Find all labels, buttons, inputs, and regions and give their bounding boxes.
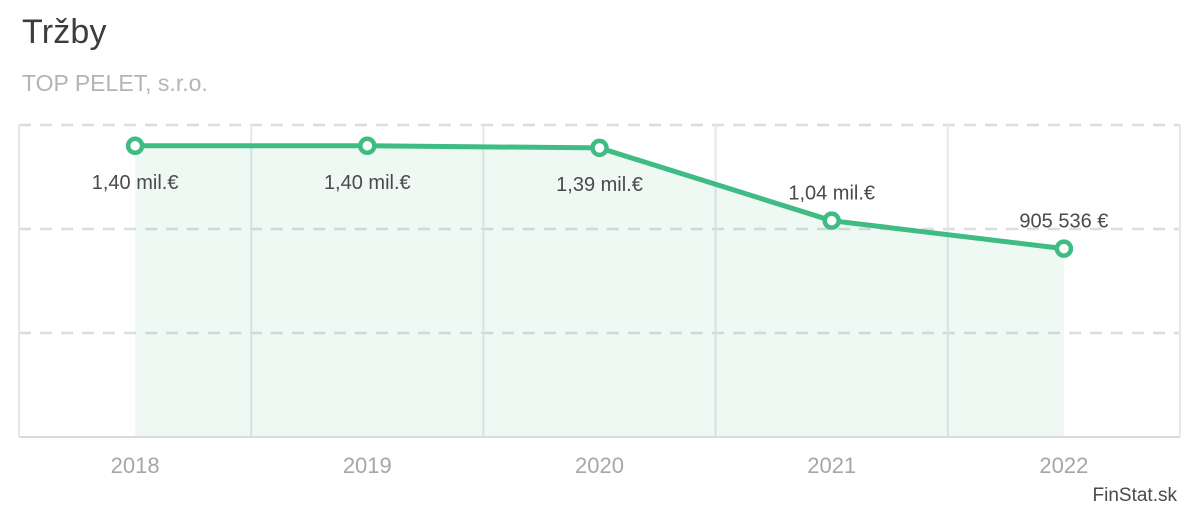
data-point[interactable]: [1054, 239, 1074, 258]
data-point[interactable]: [590, 138, 609, 158]
x-axis-label: 2021: [807, 453, 856, 478]
data-point-label: 1,39 mil.€: [556, 174, 643, 196]
x-axis-label: 2019: [343, 453, 392, 478]
data-point[interactable]: [358, 136, 377, 156]
data-point-label: 1,40 mil.€: [324, 172, 411, 194]
data-point-label: 1,40 mil.€: [92, 172, 179, 194]
x-axis-label: 2020: [575, 453, 624, 478]
data-point-label: 905 536 €: [1019, 211, 1108, 233]
chart-subtitle: TOP PELET, s.r.o.: [22, 70, 208, 96]
data-point[interactable]: [125, 136, 145, 156]
series-area: [135, 145, 1064, 438]
data-point[interactable]: [822, 211, 841, 230]
data-point-label: 1,04 mil.€: [788, 183, 875, 205]
finstat-watermark-link[interactable]: FinStat.sk: [1092, 485, 1177, 506]
x-axis-label: 2022: [1039, 453, 1088, 478]
chart-title: Tržby: [22, 13, 107, 51]
x-axis-label: 2018: [111, 453, 160, 478]
